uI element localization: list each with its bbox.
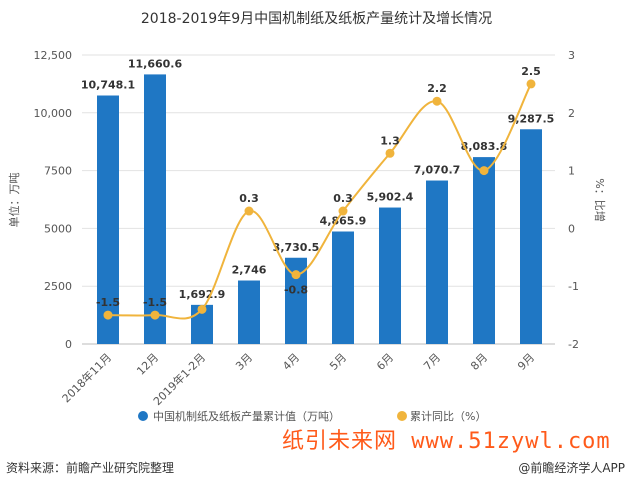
line-label: -0.8 [284, 284, 308, 297]
x-tick-label: 12月 [134, 351, 161, 378]
y-tick-label: 2500 [44, 280, 72, 293]
bar-label: 4,865.9 [320, 215, 367, 228]
line-label: 2.5 [521, 65, 541, 78]
bar [332, 231, 354, 344]
y-axis-label: 单位：万吨 [7, 173, 21, 228]
bar [379, 207, 401, 344]
line-point [150, 310, 160, 320]
source-note: 资料来源：前瞻产业研究院整理 [6, 461, 175, 475]
line-point [197, 304, 207, 314]
bar-label: 3,730.5 [273, 241, 320, 254]
bar-label: 7,070.7 [414, 164, 461, 177]
line-label: 0.3 [239, 192, 259, 205]
y2-tick-label: -2 [568, 338, 579, 351]
y-tick-label: 10,000 [34, 107, 73, 120]
x-tick-label: 4月 [280, 351, 302, 373]
line-series [107, 83, 532, 320]
line-label: 2.2 [427, 82, 447, 95]
legend-line-marker [397, 411, 407, 421]
bar-label: 11,660.6 [128, 57, 183, 70]
x-tick-label: 5月 [327, 351, 349, 373]
legend-bar-marker [138, 411, 148, 421]
bar [426, 180, 448, 344]
x-tick-label: 9月 [515, 351, 537, 373]
y-tick-label: 0 [65, 338, 72, 351]
bar [473, 157, 495, 344]
bar-label: 9,287.5 [508, 112, 555, 125]
bar [97, 95, 119, 344]
legend-line-label: 累计同比（%） [410, 410, 486, 423]
line-point [385, 148, 395, 158]
bar-label: 2,746 [232, 264, 267, 277]
y-tick-label: 7500 [44, 165, 72, 178]
line-point [432, 96, 442, 106]
x-tick-label: 8月 [468, 351, 490, 373]
watermark: 纸引未来网 www.51zywl.com [282, 429, 611, 454]
bar-label: 10,748.1 [81, 79, 135, 92]
bar [285, 257, 307, 344]
line-point [244, 206, 254, 216]
y-tick-label: 5000 [44, 222, 72, 235]
credit: @前瞻经济学人APP [518, 461, 625, 475]
line-label: 0.3 [333, 192, 353, 205]
legend-bar-label: 中国机制纸及纸板产量累计值（万吨） [153, 409, 340, 423]
bar [144, 74, 166, 345]
x-tick-label: 6月 [374, 351, 396, 373]
chart-title: 2018-2019年9月中国机制纸及纸板产量统计及增长情况 [140, 11, 493, 27]
y2-axis-label: %：比增 [593, 178, 607, 221]
line-label: -1.5 [143, 296, 167, 309]
y2-tick-label: 0 [568, 222, 575, 235]
line-point [291, 270, 301, 280]
y2-tick-label: 3 [568, 49, 575, 62]
bar-label: 1,692.9 [179, 288, 226, 301]
line-label: 1.3 [380, 134, 400, 147]
bar-label: 5,902.4 [367, 191, 414, 204]
y2-tick-label: 2 [568, 107, 575, 120]
y2-tick-label: 1 [568, 165, 575, 178]
bar [520, 129, 542, 344]
y2-tick-label: -1 [568, 280, 579, 293]
bar-label: 8,083.8 [461, 140, 508, 153]
line-point [526, 79, 536, 89]
line-point [338, 206, 348, 216]
x-tick-label: 7月 [421, 351, 443, 373]
line-point [103, 310, 113, 320]
y-tick-label: 12,500 [34, 49, 73, 62]
x-tick-label: 3月 [233, 351, 255, 373]
bar [238, 280, 260, 344]
line-point [479, 166, 489, 176]
line-label: -1.5 [96, 296, 120, 309]
x-tick-label: 2018年11月 [59, 350, 114, 405]
